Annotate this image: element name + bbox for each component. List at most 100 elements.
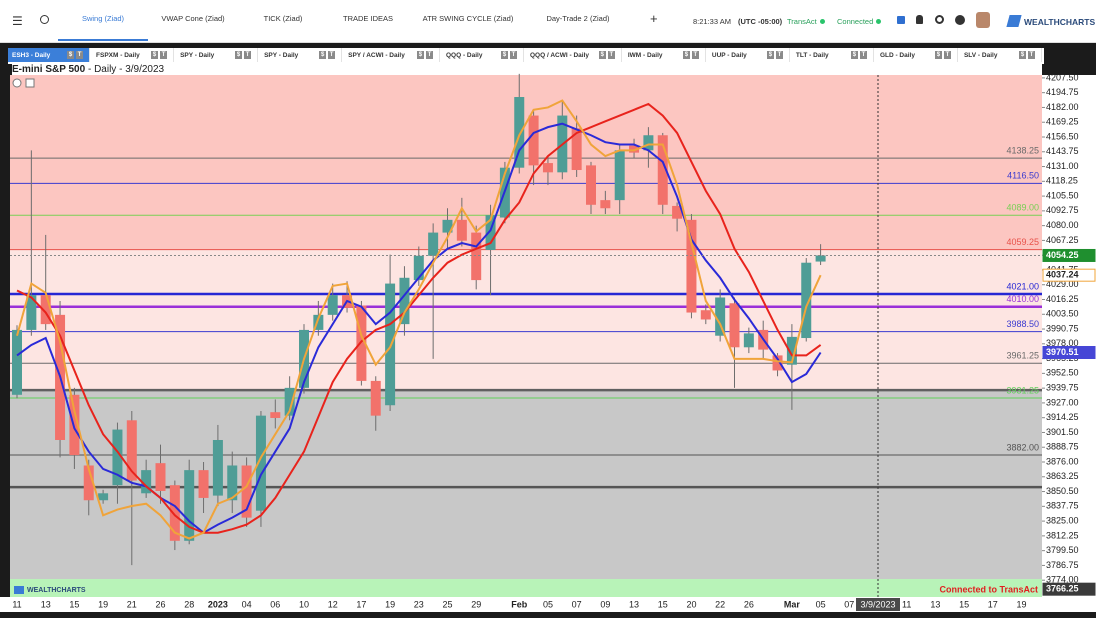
tab-button[interactable]: $ xyxy=(850,51,858,59)
level-label: 4116.50 xyxy=(1007,171,1039,181)
layout-tab[interactable]: ATR SWING CYCLE (Ziad) xyxy=(422,14,514,23)
symbol-tab[interactable]: ESH3 - Daily $ T xyxy=(8,48,91,62)
candle-body xyxy=(586,165,596,205)
y-tick-label: 4029.00 xyxy=(1046,279,1079,289)
tab-button[interactable]: T xyxy=(691,51,699,59)
crosshair-label: 3/9/2023 xyxy=(860,599,895,609)
candle-body xyxy=(169,485,180,541)
y-tick-label: 3774.00 xyxy=(1046,575,1079,585)
broker[interactable]: TransAct xyxy=(787,17,825,26)
tab-button[interactable]: T xyxy=(775,51,783,59)
layout-tab[interactable]: VWAP Cone (Ziad) xyxy=(161,14,225,23)
x-tick-label: 22 xyxy=(715,599,725,609)
candle-body xyxy=(629,145,640,153)
tab-button[interactable]: $ xyxy=(416,51,424,59)
x-tick-label: 06 xyxy=(270,599,280,609)
x-tick-label: 13 xyxy=(629,599,639,609)
candle-body xyxy=(772,355,783,371)
x-tick-label: 25 xyxy=(442,599,452,609)
level-label: 3988.50 xyxy=(1006,319,1039,329)
symbol-tab[interactable]: UUP - Daily $ T xyxy=(708,48,790,62)
tab-button[interactable]: $ xyxy=(151,51,159,59)
candle-body xyxy=(485,215,496,250)
help-icon[interactable] xyxy=(955,15,965,25)
x-tick-label: 13 xyxy=(930,599,940,609)
symbol-tab[interactable]: QQQ / ACWI - Daily $ T xyxy=(526,48,622,62)
layout-tab[interactable]: Swing (Ziad) xyxy=(58,14,148,41)
symbol-tab-label: TLT - Daily xyxy=(795,51,829,59)
candle-body xyxy=(327,295,338,315)
timezone[interactable]: (UTC -05:00) xyxy=(738,17,783,26)
tab-button[interactable]: $ xyxy=(934,51,942,59)
symbol-tab[interactable]: FSPXM - Daily $ T xyxy=(92,48,175,62)
tab-button[interactable]: T xyxy=(76,51,84,59)
tab-button[interactable]: $ xyxy=(766,51,774,59)
alert-icon[interactable] xyxy=(916,15,923,24)
tab-button[interactable]: $ xyxy=(501,51,508,59)
symbol-tab[interactable]: SPY - Daily $ T xyxy=(260,48,343,62)
price-tag: 3766.25 xyxy=(1046,584,1079,594)
tab-button[interactable]: T xyxy=(160,51,168,59)
tab-button[interactable]: $ xyxy=(682,51,690,59)
tab-button[interactable]: T xyxy=(943,51,951,59)
tab-button[interactable]: T xyxy=(607,51,615,59)
y-tick-label: 4156.50 xyxy=(1046,131,1079,141)
y-tick-label: 4182.00 xyxy=(1046,102,1079,112)
level-label: 4010.00 xyxy=(1006,294,1039,304)
candle-body xyxy=(141,470,152,494)
menu-icon[interactable]: ☰ xyxy=(12,14,23,28)
symbol-tab[interactable]: SPY / ACWI - Daily $ T xyxy=(344,48,440,62)
tab-button[interactable]: $ xyxy=(319,51,327,59)
candle-body xyxy=(471,232,482,281)
x-tick-label: 19 xyxy=(1016,599,1026,609)
x-tick-label: 15 xyxy=(959,599,969,609)
search-icon[interactable] xyxy=(40,15,49,24)
symbol-tab[interactable]: IWM - Daily $ T xyxy=(624,48,706,62)
footer-status: Connected to TransAct xyxy=(939,584,1038,594)
candle-body xyxy=(313,314,324,330)
layout-tab[interactable]: Day-Trade 2 (Ziad) xyxy=(546,14,610,23)
avatar[interactable] xyxy=(976,12,990,28)
tab-button[interactable]: $ xyxy=(1019,51,1026,59)
y-tick-label: 3786.75 xyxy=(1046,560,1079,570)
x-tick-label: 11 xyxy=(12,599,21,609)
candle-body xyxy=(98,493,109,501)
symbol-tab[interactable]: TLT - Daily $ T xyxy=(792,48,874,62)
x-tick-label: 19 xyxy=(98,599,108,609)
x-tick-label: 07 xyxy=(844,599,854,609)
layout-tab[interactable]: TICK (Ziad) xyxy=(263,14,303,23)
tab-button[interactable]: T xyxy=(244,51,252,59)
symbol-tab[interactable]: QQQ - Daily $ T xyxy=(442,48,524,62)
tab-button[interactable]: $ xyxy=(67,51,75,59)
tab-button[interactable]: T xyxy=(425,51,433,59)
candle-body xyxy=(284,387,295,416)
tab-button[interactable]: $ xyxy=(235,51,243,59)
tab-button[interactable]: $ xyxy=(598,51,606,59)
symbol-tab-label: SPY - Daily xyxy=(264,51,299,59)
add-tab[interactable]: + xyxy=(650,11,658,26)
symbol-tab[interactable]: GLD - Daily $ T xyxy=(876,48,958,62)
y-tick-label: 3799.50 xyxy=(1046,545,1079,555)
broker-name: TransAct xyxy=(787,17,817,26)
x-tick-label: 17 xyxy=(988,599,998,609)
candle-body xyxy=(729,303,740,348)
tab-button[interactable]: T xyxy=(328,51,336,59)
tab-button[interactable]: T xyxy=(1028,51,1035,59)
symbol-tab-label: SLV - Daily xyxy=(963,51,998,59)
chart-header: E-mini S&P 500 - Daily - 3/9/2023 xyxy=(12,64,1042,75)
tab-button[interactable]: T xyxy=(859,51,867,59)
last-price-tag: 4054.25 xyxy=(1046,250,1079,260)
level-label: 4089.00 xyxy=(1006,203,1039,213)
layout-tab[interactable]: TRADE IDEAS xyxy=(342,14,393,23)
x-tick-label: Mar xyxy=(784,599,801,609)
candle-body xyxy=(212,439,223,496)
symbol-tab[interactable]: SPY - Daily $ T xyxy=(176,48,259,62)
tab-button[interactable]: T xyxy=(510,51,517,59)
price-tag-box xyxy=(1042,582,1096,596)
symbol-tab[interactable]: SLV - Daily $ T xyxy=(960,48,1042,62)
moving-average xyxy=(16,99,822,540)
settings-icon[interactable] xyxy=(935,15,944,24)
candle-body xyxy=(198,470,209,498)
save-icon[interactable] xyxy=(897,16,905,24)
